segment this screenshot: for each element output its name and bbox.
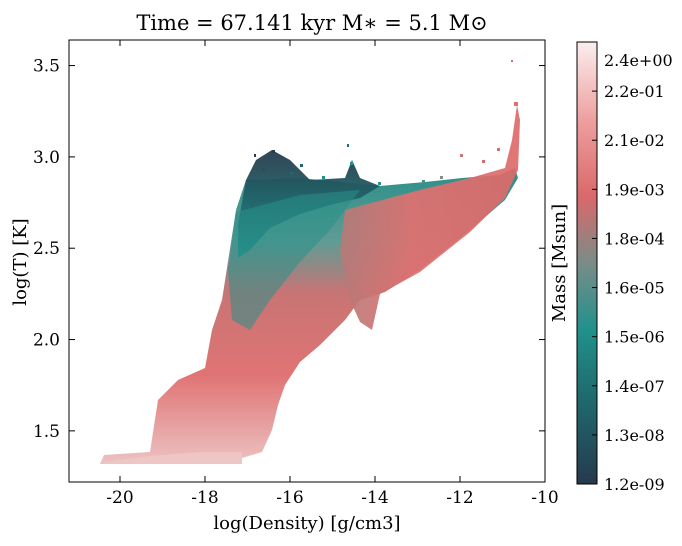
plot-area	[100, 60, 520, 464]
x-tick-label: -18	[191, 488, 218, 508]
colorbar-tick-label: 1.6e-05	[604, 279, 665, 298]
x-tick-label: -20	[106, 488, 133, 508]
heatmap-warm-branch	[340, 105, 520, 330]
y-axis-ticks: 1.5 2.0 2.5 3.0 3.5	[33, 57, 545, 442]
y-tick-label: 3.0	[33, 148, 60, 168]
colorbar-tick-label: 2.2e-01	[604, 82, 665, 101]
heatmap-speckles	[254, 60, 518, 185]
y-axis-label: log(T) [K]	[10, 218, 31, 305]
y-tick-label: 2.5	[33, 239, 60, 259]
heatmap-distribution	[100, 60, 520, 464]
colorbar-tick-label: 1.2e-09	[604, 475, 665, 494]
colorbar-tick-label: 2.1e-02	[604, 131, 665, 150]
colorbar	[576, 41, 598, 485]
chart-title: Time = 67.141 kyr M∗ = 5.1 M⊙	[136, 11, 487, 35]
colorbar-tick-label: 1.3e-08	[604, 426, 665, 445]
colorbar-tick-label: 1.4e-07	[604, 377, 665, 396]
y-tick-label: 3.5	[33, 57, 60, 77]
x-tick-label: -16	[276, 488, 303, 508]
x-tick-label: -14	[361, 488, 388, 508]
x-axis-label: log(Density) [g/cm3]	[213, 513, 400, 534]
axes-frame	[68, 39, 546, 483]
x-tick-label: -12	[446, 488, 473, 508]
colorbar-label: Mass [Msun]	[549, 204, 570, 322]
heatmap-teal-wedge	[228, 190, 360, 330]
x-tick-label: -10	[531, 488, 558, 508]
y-tick-label: 2.0	[33, 331, 60, 351]
x-axis-ticks: -20 -18 -16 -14 -12 -10	[106, 40, 559, 508]
colorbar-ticks: 1.2e-09 1.3e-08 1.4e-07 1.5e-06 1.6e-05 1.8e-…	[592, 41, 673, 494]
colorbar-tick-label: 1.8e-04	[604, 229, 665, 248]
y-tick-label: 1.5	[33, 422, 60, 442]
colorbar-tick-label: 1.5e-06	[604, 328, 665, 347]
colorbar-tick-label: 2.4e+00	[604, 51, 673, 70]
colorbar-tick-label: 1.9e-03	[604, 180, 665, 199]
heatmap-cold-tail	[104, 452, 242, 464]
